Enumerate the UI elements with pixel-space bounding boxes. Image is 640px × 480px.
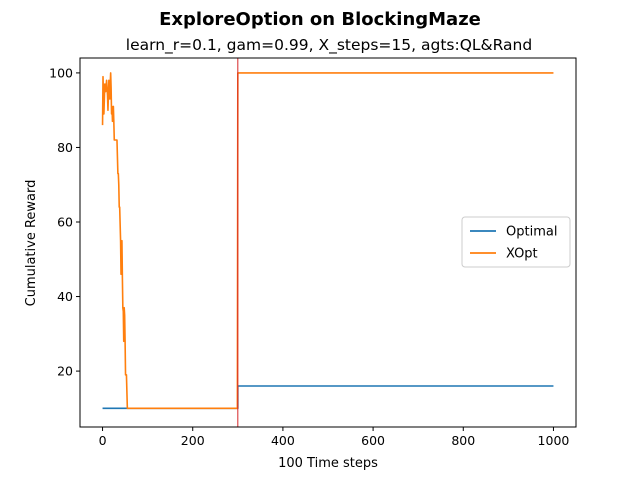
y-tick-label: 80 [57, 140, 73, 155]
x-tick-label: 0 [99, 433, 107, 448]
x-tick-label: 800 [451, 433, 475, 448]
legend-label-optimal: Optimal [506, 225, 557, 240]
x-axis-label: 100 Time steps [278, 456, 378, 471]
legend: Optimal XOpt [461, 216, 571, 268]
y-tick-label: 100 [49, 65, 73, 80]
chart-title: ExploreOption on BlockingMaze [159, 9, 481, 30]
x-tick-label: 200 [181, 433, 205, 448]
axes-frame [79, 57, 577, 428]
plot-area: 0 200 400 600 800 1000 20 40 60 80 100 [49, 57, 577, 448]
x-tick-label: 600 [361, 433, 385, 448]
series-line-xopt [101, 72, 554, 410]
chart-subtitle: learn_r=0.1, gam=0.99, X_steps=15, agts:… [126, 36, 532, 55]
legend-box [461, 216, 571, 268]
y-tick-label: 20 [57, 364, 73, 379]
x-tick-label: 1000 [538, 433, 570, 448]
legend-label-xopt: XOpt [506, 247, 538, 262]
x-tick-label: 400 [271, 433, 295, 448]
y-tick-label: 60 [57, 215, 73, 230]
y-tick-label: 40 [57, 289, 73, 304]
series-line-optimal [102, 385, 554, 410]
y-axis-label: Cumulative Reward [24, 180, 39, 307]
